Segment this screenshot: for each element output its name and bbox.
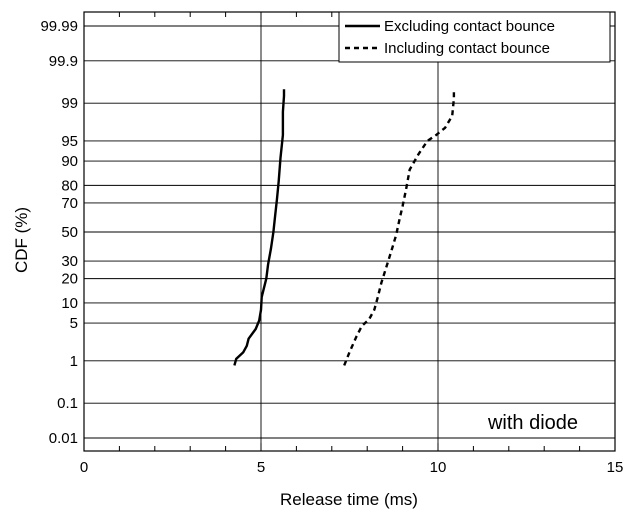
y-tick-label: 70 [61, 195, 78, 212]
plot-frame [83, 11, 616, 452]
grid-lines [84, 12, 615, 451]
legend-box [338, 11, 611, 63]
x-tick-label: 0 [80, 459, 88, 476]
y-tick-label: 10 [61, 295, 78, 312]
x-tick-label: 5 [257, 459, 265, 476]
annotation-with-diode: with diode [487, 412, 578, 434]
tick-marks [118, 12, 581, 451]
x-tick-labels: 0 5 10 15 [80, 459, 624, 476]
y-tick-label: 0.1 [57, 395, 78, 412]
x-axis-label: Release time (ms) [280, 490, 418, 509]
x-tick-label: 10 [430, 459, 447, 476]
y-tick-label: 99.99 [40, 18, 78, 35]
y-tick-label: 30 [61, 253, 78, 270]
y-tick-label: 90 [61, 153, 78, 170]
legend: Excluding contact bounce Including conta… [338, 11, 611, 63]
x-tick-label: 15 [607, 459, 624, 476]
y-axis-label: CDF (%) [12, 207, 31, 273]
y-tick-label: 0.01 [49, 430, 78, 447]
y-tick-label: 5 [70, 315, 78, 332]
series-lines [233, 89, 456, 366]
y-tick-label: 99 [61, 95, 78, 112]
y-tick-label: 80 [61, 177, 78, 194]
y-tick-label: 95 [61, 133, 78, 150]
y-tick-label: 99.9 [49, 53, 78, 70]
legend-label-including: Including contact bounce [384, 40, 550, 57]
y-tick-label: 20 [61, 271, 78, 288]
legend-label-excluding: Excluding contact bounce [384, 18, 555, 35]
y-tick-label: 1 [70, 353, 78, 370]
series-line-including-contact-bounce [343, 89, 456, 366]
y-tick-label: 50 [61, 224, 78, 241]
series-line-excluding-contact-bounce [233, 89, 286, 366]
